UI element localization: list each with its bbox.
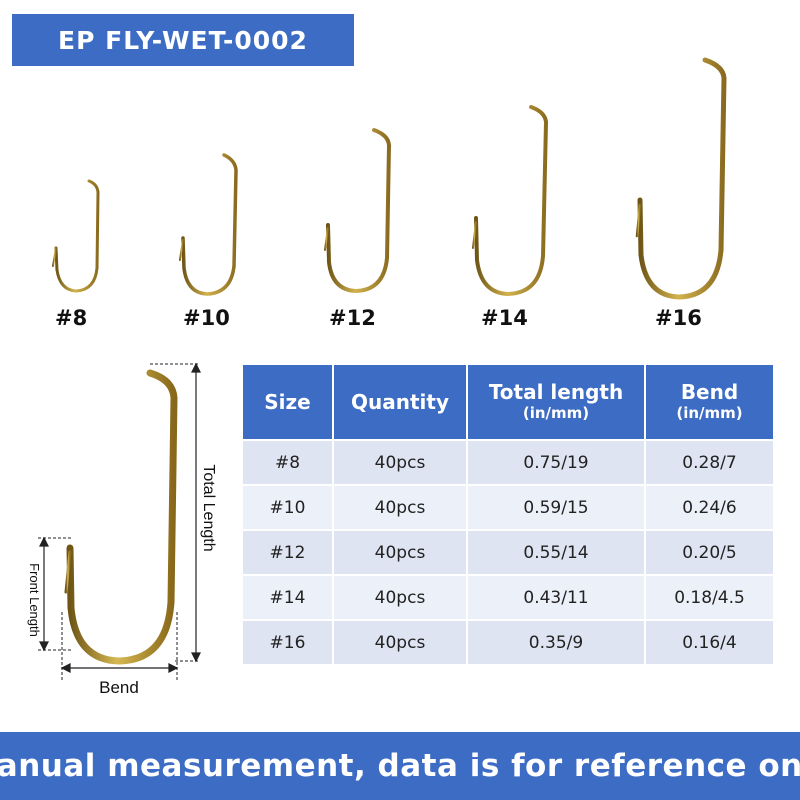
disclaimer-text: Manual measurement, data is for referenc… <box>0 748 800 784</box>
hook-image-10 <box>179 153 238 296</box>
cell-quantity: 40pcs <box>334 576 466 619</box>
table-row: #14 40pcs 0.43/11 0.18/4.5 <box>243 576 773 619</box>
header-quantity: Quantity <box>334 365 466 439</box>
hook-image-16 <box>635 57 727 300</box>
table-row: #8 40pcs 0.75/19 0.28/7 <box>243 441 773 484</box>
cell-size: #8 <box>243 441 332 484</box>
table-row: #16 40pcs 0.35/9 0.16/4 <box>243 621 773 664</box>
header-total-length: Total length (in/mm) <box>468 365 644 439</box>
hook-diagram-image <box>64 369 178 665</box>
model-badge: EP FLY-WET-0002 <box>12 14 354 66</box>
header-bend: Bend (in/mm) <box>646 365 773 439</box>
cell-bend: 0.24/6 <box>646 486 773 529</box>
cell-bend: 0.18/4.5 <box>646 576 773 619</box>
cell-quantity: 40pcs <box>334 441 466 484</box>
cell-total-length: 0.35/9 <box>468 621 644 664</box>
front-length-label: Front Length <box>27 563 42 637</box>
reference-disclaimer-banner: Manual measurement, data is for referenc… <box>0 732 800 800</box>
cell-bend: 0.16/4 <box>646 621 773 664</box>
bend-label: Bend <box>99 678 139 697</box>
hook-size-label: #8 <box>55 306 88 330</box>
total-length-label: Total Length <box>200 464 217 551</box>
cell-total-length: 0.55/14 <box>468 531 644 574</box>
cell-total-length: 0.59/15 <box>468 486 644 529</box>
cell-size: #14 <box>243 576 332 619</box>
dimension-arrows <box>39 362 201 673</box>
hook-image-14 <box>472 105 549 297</box>
hook-spec-table: Size Quantity Total length (in/mm) Bend (i… <box>241 363 775 666</box>
cell-quantity: 40pcs <box>334 531 466 574</box>
cell-bend: 0.28/7 <box>646 441 773 484</box>
cell-total-length: 0.43/11 <box>468 576 644 619</box>
cell-size: #10 <box>243 486 332 529</box>
hook-size-label: #10 <box>183 306 230 330</box>
cell-bend: 0.20/5 <box>646 531 773 574</box>
cell-quantity: 40pcs <box>334 486 466 529</box>
hook-size-label: #14 <box>481 306 528 330</box>
table-row: #12 40pcs 0.55/14 0.20/5 <box>243 531 773 574</box>
table-row: #10 40pcs 0.59/15 0.24/6 <box>243 486 773 529</box>
cell-size: #16 <box>243 621 332 664</box>
header-unit: (in/mm) <box>676 404 743 423</box>
cell-total-length: 0.75/19 <box>468 441 644 484</box>
hook-image-8 <box>52 179 100 293</box>
model-code: EP FLY-WET-0002 <box>58 25 308 55</box>
header-size: Size <box>243 365 332 439</box>
hook-size-label: #12 <box>329 306 376 330</box>
hook-size-lineup <box>52 57 727 300</box>
hook-measurement-diagram: Total Length Front Length Bend <box>27 362 217 697</box>
hook-image-12 <box>324 128 392 294</box>
cell-quantity: 40pcs <box>334 621 466 664</box>
hook-size-label: #16 <box>655 306 702 330</box>
header-unit: (in/mm) <box>522 404 590 423</box>
cell-size: #12 <box>243 531 332 574</box>
table-header-row: Size Quantity Total length (in/mm) Bend (i… <box>243 365 773 439</box>
